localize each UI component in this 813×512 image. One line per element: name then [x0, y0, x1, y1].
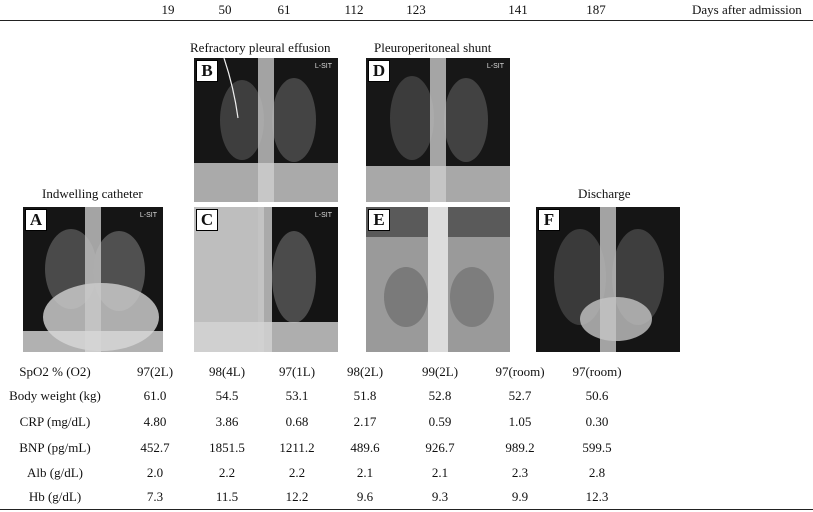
table-cell: 9.9	[511, 489, 529, 504]
table-cell: 3.86	[215, 414, 239, 429]
table-cell: 0.68	[285, 414, 309, 429]
table-cell: 53.1	[285, 388, 309, 403]
table-cell: 51.8	[353, 388, 377, 403]
row-label: SpO2 % (O2)	[19, 364, 91, 379]
table-cell: 52.8	[428, 388, 452, 403]
day-label: 141	[508, 2, 528, 17]
caption-indwelling-catheter: Indwelling catheter	[42, 186, 143, 201]
table-cell: 2.1	[431, 465, 449, 480]
row-label: CRP (mg/dL)	[19, 414, 91, 429]
table-cell: 9.3	[431, 489, 449, 504]
bottom-rule	[0, 509, 813, 510]
chest-xray-image	[366, 58, 510, 202]
table-cell: 1211.2	[279, 440, 315, 455]
table-cell: 489.6	[350, 440, 380, 455]
table-cell: 0.30	[585, 414, 609, 429]
day-label: 112	[344, 2, 364, 17]
table-cell: 2.17	[353, 414, 377, 429]
chest-xray-image	[194, 207, 338, 352]
side-marker: L-SIT	[314, 63, 332, 70]
table-cell: 54.5	[215, 388, 239, 403]
radiograph-panel-b: B L-SIT	[194, 58, 338, 202]
table-cell: 2.0	[146, 465, 164, 480]
table-cell: 98(2L)	[346, 364, 384, 379]
radiograph-panel-c: C L-SIT	[194, 207, 338, 352]
side-marker: L-SIT	[314, 212, 332, 219]
table-cell: 12.2	[285, 489, 309, 504]
table-cell: 926.7	[425, 440, 455, 455]
side-marker: L-SIT	[139, 212, 157, 219]
radiograph-panel-a: A L-SIT	[23, 207, 163, 352]
radiograph-panel-f: F	[536, 207, 680, 352]
table-cell: 97(1L)	[278, 364, 316, 379]
radiograph-panel-e: E	[366, 207, 510, 352]
table-cell: 97(room)	[495, 364, 545, 379]
table-cell: 599.5	[582, 440, 612, 455]
radiograph-panel-d: D L-SIT	[366, 58, 510, 202]
caption-discharge: Discharge	[578, 186, 631, 201]
abdominal-xray-image	[366, 207, 510, 352]
chest-xray-image	[536, 207, 680, 352]
table-cell: 1.05	[508, 414, 532, 429]
table-cell: 99(2L)	[421, 364, 459, 379]
panel-label: A	[25, 209, 47, 231]
caption-refractory-pleural-effusion: Refractory pleural effusion	[190, 40, 331, 55]
table-cell: 2.8	[588, 465, 606, 480]
row-label: BNP (pg/mL)	[19, 440, 91, 455]
side-marker: L-SIT	[486, 63, 504, 70]
table-cell: 1851.5	[209, 440, 245, 455]
panel-label: F	[538, 209, 560, 231]
table-cell: 989.2	[505, 440, 535, 455]
row-label: Hb (g/dL)	[28, 489, 82, 504]
table-cell: 452.7	[140, 440, 170, 455]
timeline-axis-title: Days after admission	[692, 2, 802, 17]
table-cell: 4.80	[143, 414, 167, 429]
panel-label: D	[368, 60, 390, 82]
table-cell: 97(2L)	[136, 364, 174, 379]
top-rule	[0, 20, 813, 21]
table-cell: 9.6	[356, 489, 374, 504]
chest-xray-image	[194, 58, 338, 202]
panel-label: E	[368, 209, 390, 231]
table-cell: 50.6	[585, 388, 609, 403]
table-cell: 2.2	[288, 465, 306, 480]
caption-pleuroperitoneal-shunt: Pleuroperitoneal shunt	[374, 40, 492, 55]
table-cell: 98(4L)	[208, 364, 246, 379]
table-cell: 11.5	[215, 489, 239, 504]
row-label: Body weight (kg)	[9, 388, 101, 403]
day-label: 50	[218, 2, 232, 17]
table-cell: 12.3	[585, 489, 609, 504]
table-cell: 2.1	[356, 465, 374, 480]
table-cell: 61.0	[143, 388, 167, 403]
table-cell: 0.59	[428, 414, 452, 429]
day-label: 187	[586, 2, 606, 17]
row-label: Alb (g/dL)	[27, 465, 83, 480]
panel-label: C	[196, 209, 218, 231]
table-cell: 7.3	[146, 489, 164, 504]
table-cell: 52.7	[508, 388, 532, 403]
table-cell: 2.2	[218, 465, 236, 480]
chest-xray-image	[23, 207, 163, 352]
day-label: 61	[277, 2, 291, 17]
day-label: 19	[161, 2, 175, 17]
day-label: 123	[406, 2, 426, 17]
table-cell: 97(room)	[572, 364, 622, 379]
panel-label: B	[196, 60, 218, 82]
table-cell: 2.3	[511, 465, 529, 480]
